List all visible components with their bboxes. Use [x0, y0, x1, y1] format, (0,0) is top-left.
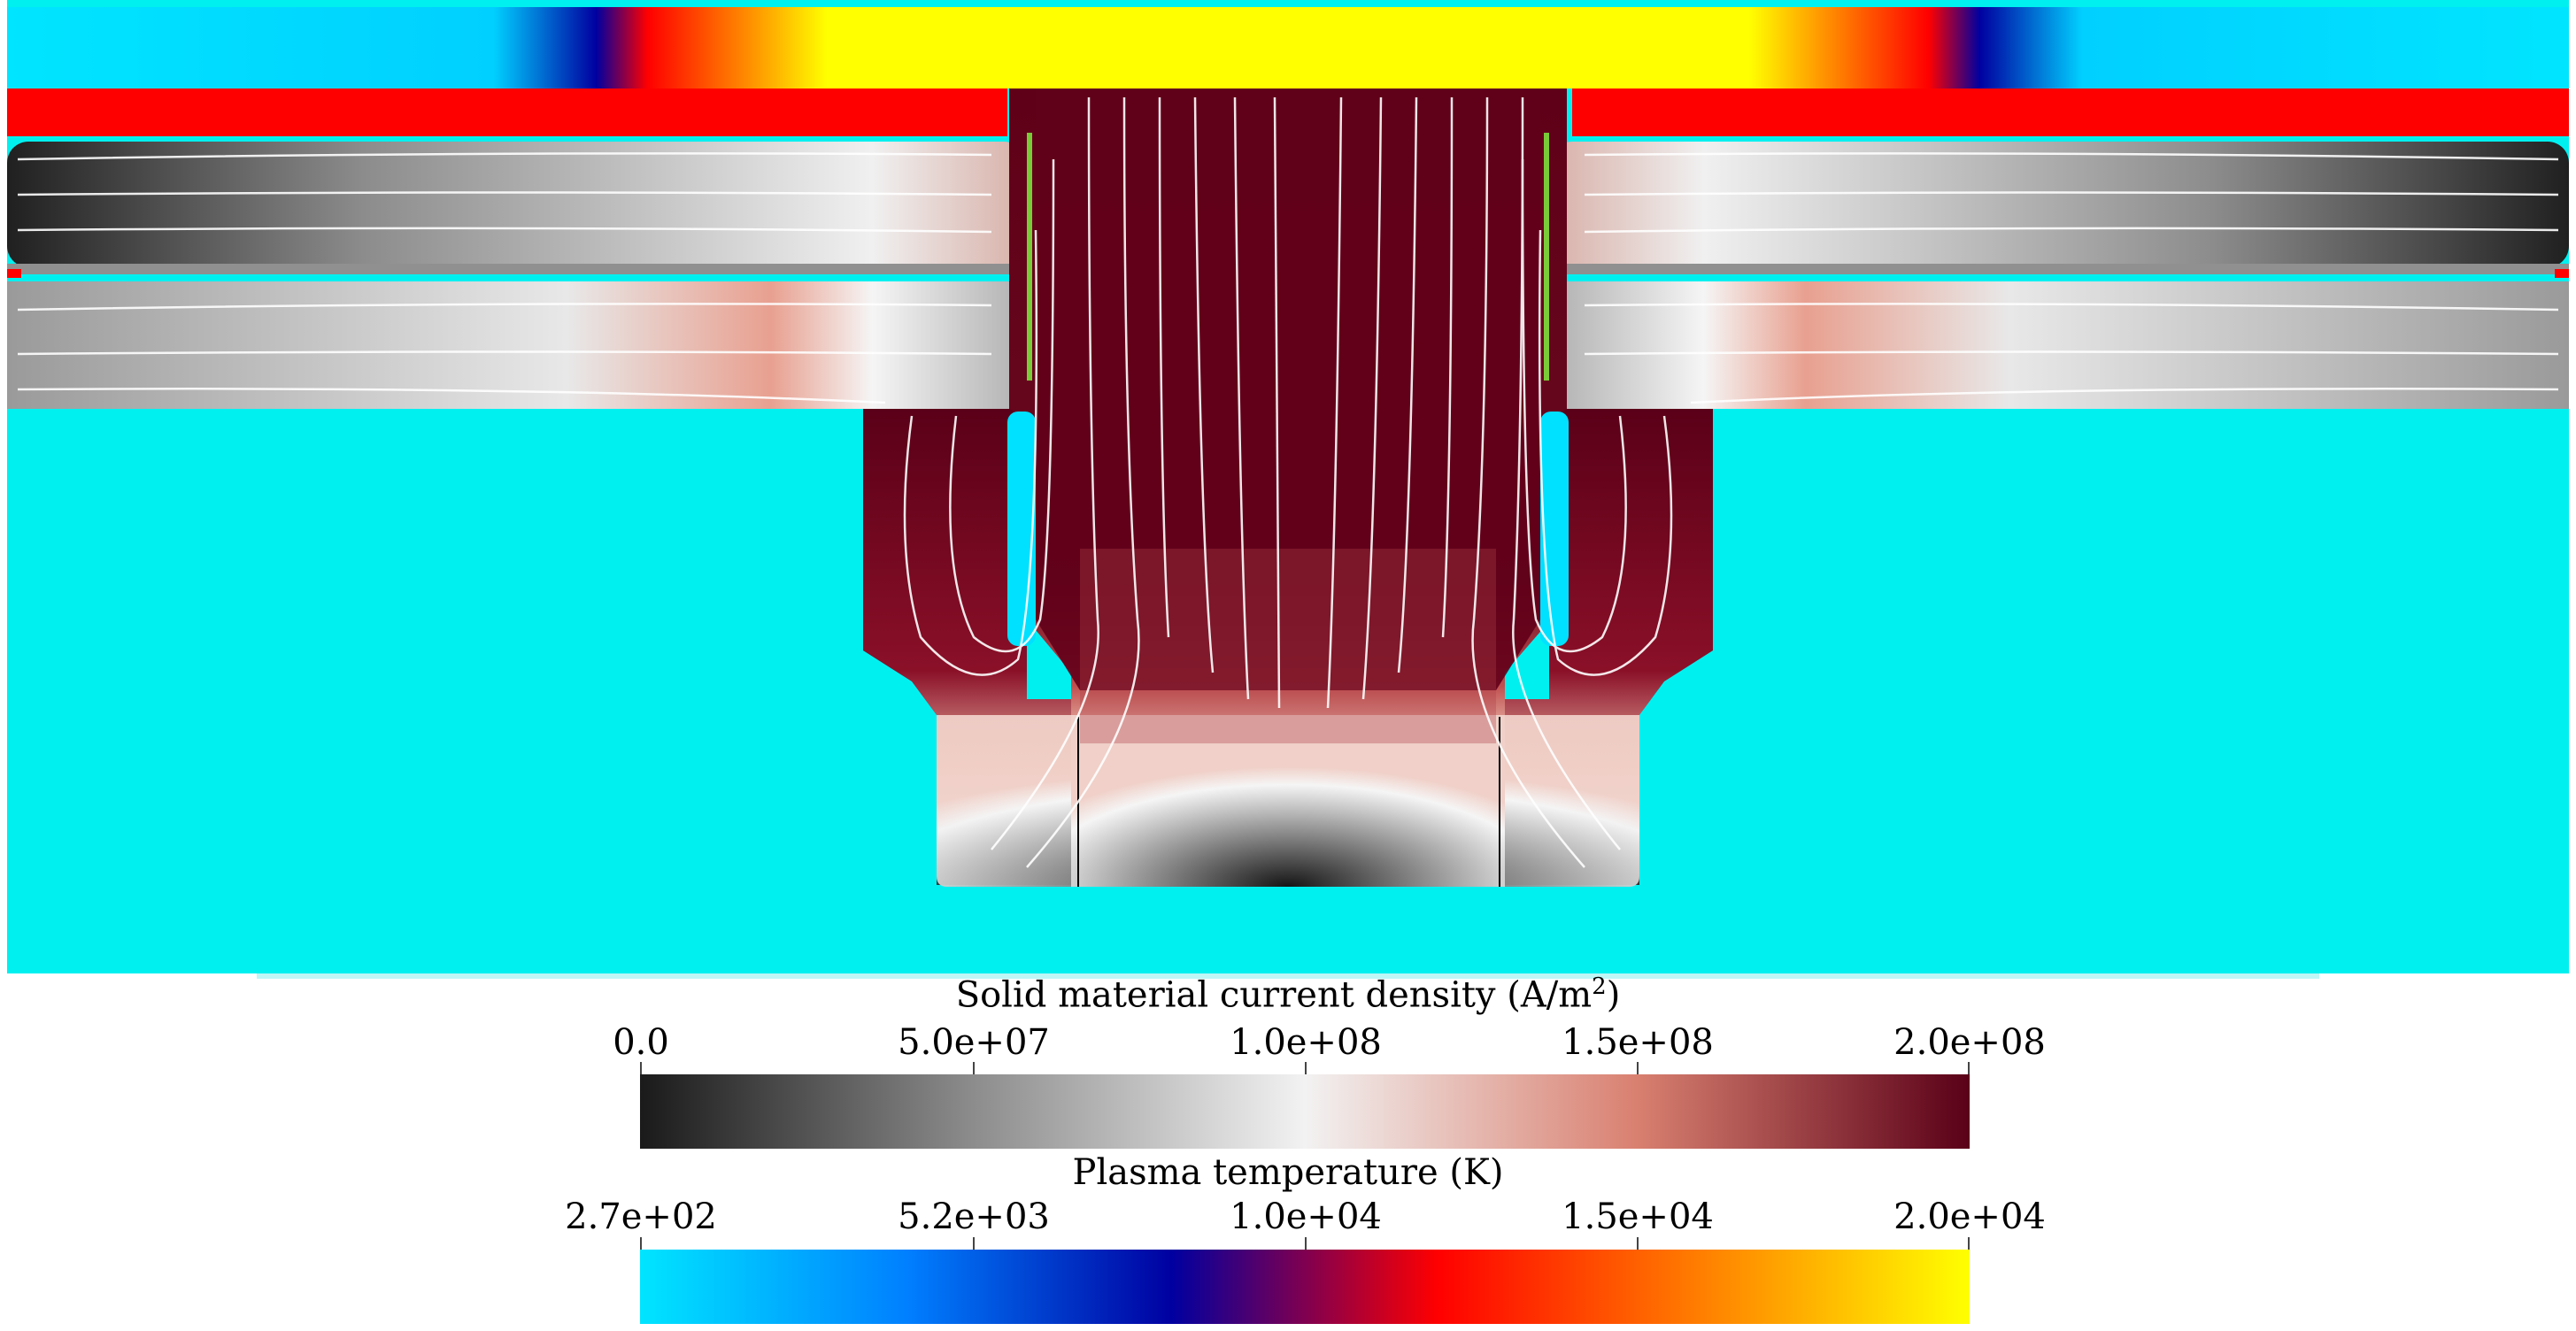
right-red-electrode	[1572, 88, 2569, 136]
right-upper-plate	[1551, 142, 2569, 267]
current-density-title: Solid material current density (A/m2)	[955, 973, 1621, 1016]
left-red-electrode	[7, 88, 1007, 136]
current-tick-0: 0.0	[613, 1022, 669, 1063]
current-density-colorbar	[640, 1074, 1970, 1149]
plasma-tick-1: 5.2e+03	[898, 1196, 1050, 1237]
current-tick-3: 1.5e+08	[1562, 1022, 1714, 1063]
current-tick-4: 2.0e+08	[1893, 1022, 2046, 1063]
current-tick-1: 5.0e+07	[898, 1022, 1050, 1063]
plasma-tick-2: 1.0e+04	[1230, 1196, 1382, 1237]
top-plasma-band	[7, 7, 2569, 88]
left-lower-plate	[7, 281, 1025, 409]
plasma-temperature-title: Plasma temperature (K)	[1072, 1152, 1504, 1193]
plasma-tick-0: 2.7e+02	[565, 1196, 717, 1237]
current-tick-2: 1.0e+08	[1230, 1022, 1382, 1063]
right-lower-plate	[1551, 281, 2569, 409]
left-upper-plate	[7, 142, 1025, 267]
current-streamlines	[17, 96, 2559, 868]
plasma-tick-3: 1.5e+04	[1562, 1196, 1714, 1237]
plasma-temperature-colorbar	[640, 1250, 1970, 1324]
plasma-tick-4: 2.0e+04	[1893, 1196, 2046, 1237]
simulation-field	[7, 0, 2569, 979]
